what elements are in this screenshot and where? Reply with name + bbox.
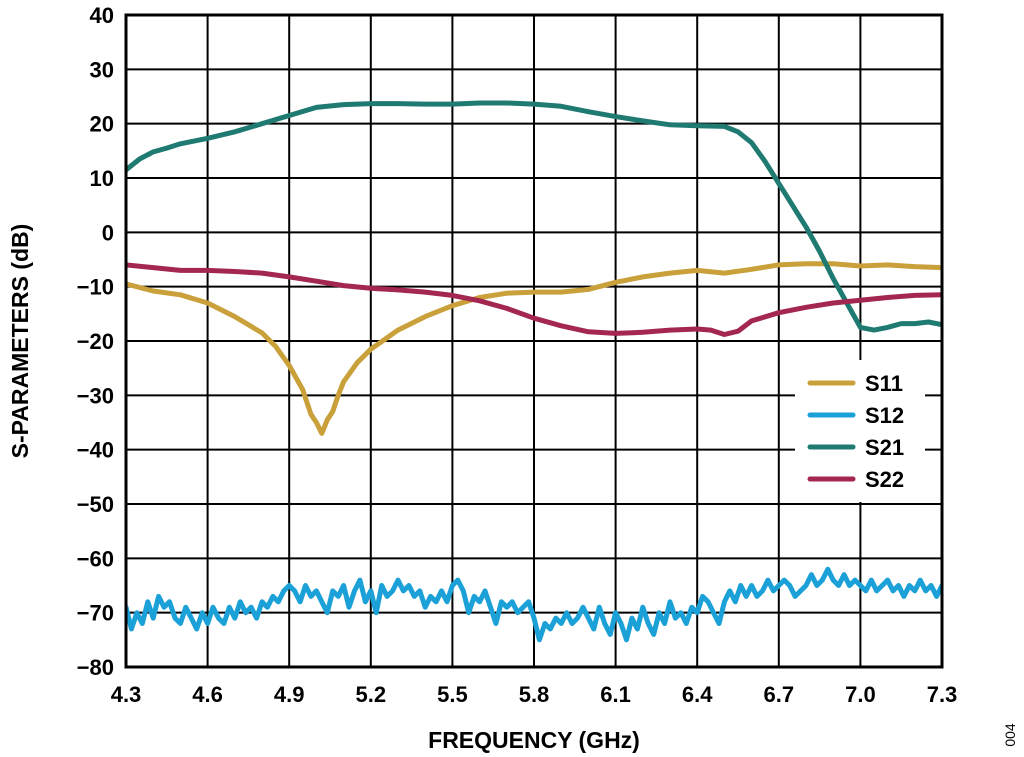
x-tick-label: 7.0 (845, 682, 876, 707)
y-tick-label: 0 (102, 220, 114, 245)
plot-frame (124, 13, 944, 669)
y-tick-label: 30 (90, 57, 114, 82)
x-tick-label: 6.7 (764, 682, 795, 707)
legend: S11 S12 S21 S22 (795, 360, 925, 502)
legend-label-s12: S12 (865, 403, 904, 428)
x-tick-label: 4.9 (274, 682, 305, 707)
y-tick-label: 20 (90, 112, 114, 137)
y-tick-label: −80 (77, 655, 114, 680)
y-tick-label: −50 (77, 492, 114, 517)
x-axis-label: FREQUENCY (GHz) (428, 727, 640, 753)
legend-label-s11: S11 (865, 371, 903, 396)
figure-id: 004 (1002, 723, 1018, 747)
series-line-s21 (126, 100, 942, 333)
series-line-s11 (126, 261, 942, 436)
x-tick-label: 5.8 (519, 682, 550, 707)
series-line-s22 (126, 262, 942, 337)
x-tick-label: 5.5 (437, 682, 468, 707)
x-tick-label: 5.2 (356, 682, 387, 707)
legend-label-s22: S22 (865, 467, 904, 492)
series-layer (126, 100, 942, 643)
x-tick-label: 6.1 (600, 682, 631, 707)
grid (125, 14, 943, 668)
x-tick-label: 6.4 (682, 682, 713, 707)
x-tick-labels: 4.3 4.6 4.9 5.2 5.5 5.8 6.1 6.4 6.7 7.0 7.3 (111, 682, 958, 707)
y-tick-label: −70 (77, 601, 114, 626)
y-tick-label: −30 (77, 383, 114, 408)
y-tick-label: 40 (90, 3, 114, 28)
y-tick-label: −20 (77, 329, 114, 354)
y-tick-label: −60 (77, 546, 114, 571)
y-axis-label: S-PARAMETERS (dB) (7, 224, 33, 459)
y-tick-label: 10 (90, 166, 114, 191)
y-tick-label: −40 (77, 438, 114, 463)
y-tick-labels: 40 30 20 10 0 −10 −20 −30 −40 −50 −60 −70 −80 (77, 3, 114, 680)
legend-label-s21: S21 (865, 435, 904, 460)
x-tick-label: 7.3 (927, 682, 958, 707)
series-line-s12 (126, 566, 942, 643)
x-tick-label: 4.6 (192, 682, 223, 707)
x-tick-label: 4.3 (111, 682, 142, 707)
y-tick-label: −10 (77, 275, 114, 300)
